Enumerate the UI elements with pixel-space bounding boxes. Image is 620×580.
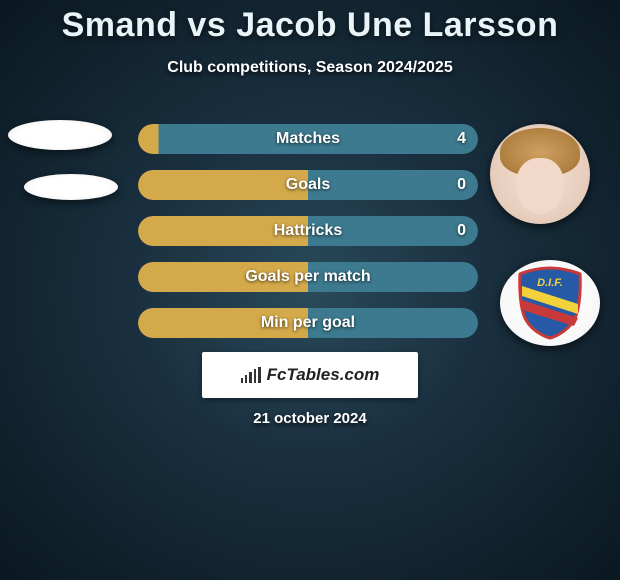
avatar-face — [516, 158, 564, 214]
player-left-placeholder — [8, 120, 118, 224]
stat-row: Goals per match — [138, 262, 478, 292]
stat-value-right: 0 — [457, 222, 466, 240]
stat-row: Min per goal — [138, 308, 478, 338]
avatar-placeholder-icon — [8, 120, 112, 150]
stat-label: Goals — [138, 176, 478, 194]
watermark: FcTables.com — [202, 352, 418, 398]
page-title: Smand vs Jacob Une Larsson — [0, 0, 620, 45]
stat-label: Min per goal — [138, 314, 478, 332]
svg-text:D.I.F.: D.I.F. — [537, 277, 563, 289]
player-right-club-badge: D.I.F. — [500, 260, 600, 346]
stat-label: Goals per match — [138, 268, 478, 286]
stat-label: Matches — [138, 130, 478, 148]
date-label: 21 october 2024 — [0, 410, 620, 427]
watermark-text: FcTables.com — [267, 365, 380, 385]
stat-row: Hattricks0 — [138, 216, 478, 246]
bar-chart-icon — [241, 367, 261, 383]
infographic-container: Smand vs Jacob Une Larsson Club competit… — [0, 0, 620, 580]
stat-row: Goals0 — [138, 170, 478, 200]
stat-label: Hattricks — [138, 222, 478, 240]
page-subtitle: Club competitions, Season 2024/2025 — [0, 59, 620, 77]
stat-value-right: 4 — [457, 130, 466, 148]
club-placeholder-icon — [24, 174, 118, 200]
player-right-avatar — [490, 124, 590, 224]
shield-icon: D.I.F. — [514, 266, 586, 340]
stat-row: Matches4 — [138, 124, 478, 154]
stats-list: Matches4Goals0Hattricks0Goals per matchM… — [138, 124, 478, 354]
stat-value-right: 0 — [457, 176, 466, 194]
